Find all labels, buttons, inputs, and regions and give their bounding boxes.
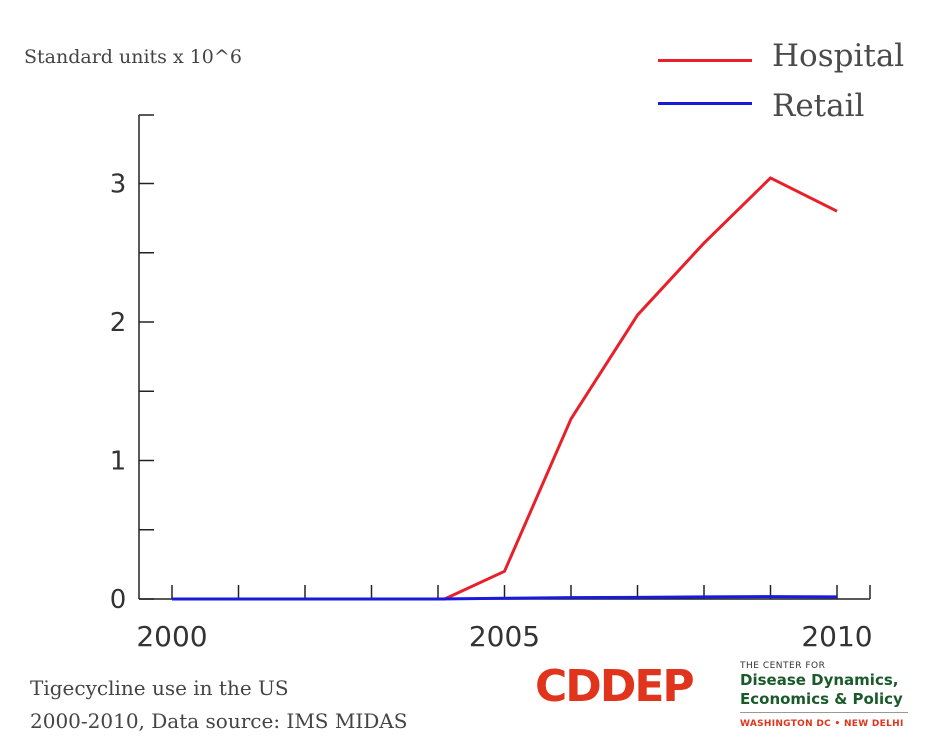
cddep-logo: CDDEP THE CENTER FOR Disease Dynamics, E… — [535, 655, 915, 745]
legend-label-retail: Retail — [772, 88, 865, 124]
x-tick-label: 2010 — [801, 620, 872, 653]
logo-line-4: WASHINGTON DC • NEW DELHI — [740, 719, 904, 729]
caption-line-1: Tigecycline use in the US — [30, 676, 289, 700]
logo-line-3: Economics & Policy — [740, 690, 903, 708]
chart-caption: Tigecycline use in the US 2000-2010, Dat… — [30, 672, 407, 738]
y-tick-label: 2 — [110, 308, 127, 338]
legend-item-hospital: Hospital — [658, 38, 927, 80]
series-line-retail — [172, 595, 838, 601]
y-tick-label: 3 — [110, 170, 127, 200]
logo-wordmark: CDDEP — [535, 661, 695, 712]
x-tick-label: 2005 — [469, 620, 540, 653]
logo-line-1: THE CENTER FOR — [740, 661, 826, 671]
series-line-hospital — [172, 176, 838, 601]
logo-line-2: Disease Dynamics, — [740, 671, 899, 689]
x-tick-label: 2000 — [136, 620, 207, 653]
y-axis-label: Standard units x 10^6 — [24, 46, 242, 68]
legend-swatch-hospital — [658, 59, 752, 62]
logo-divider — [740, 712, 908, 713]
legend-label-hospital: Hospital — [772, 38, 905, 74]
y-tick-label: 1 — [110, 447, 127, 477]
caption-line-2: 2000-2010, Data source: IMS MIDAS — [30, 709, 408, 733]
legend-item-retail: Retail — [658, 88, 927, 130]
y-tick-label: 0 — [110, 585, 127, 615]
legend-swatch-retail — [658, 102, 752, 105]
